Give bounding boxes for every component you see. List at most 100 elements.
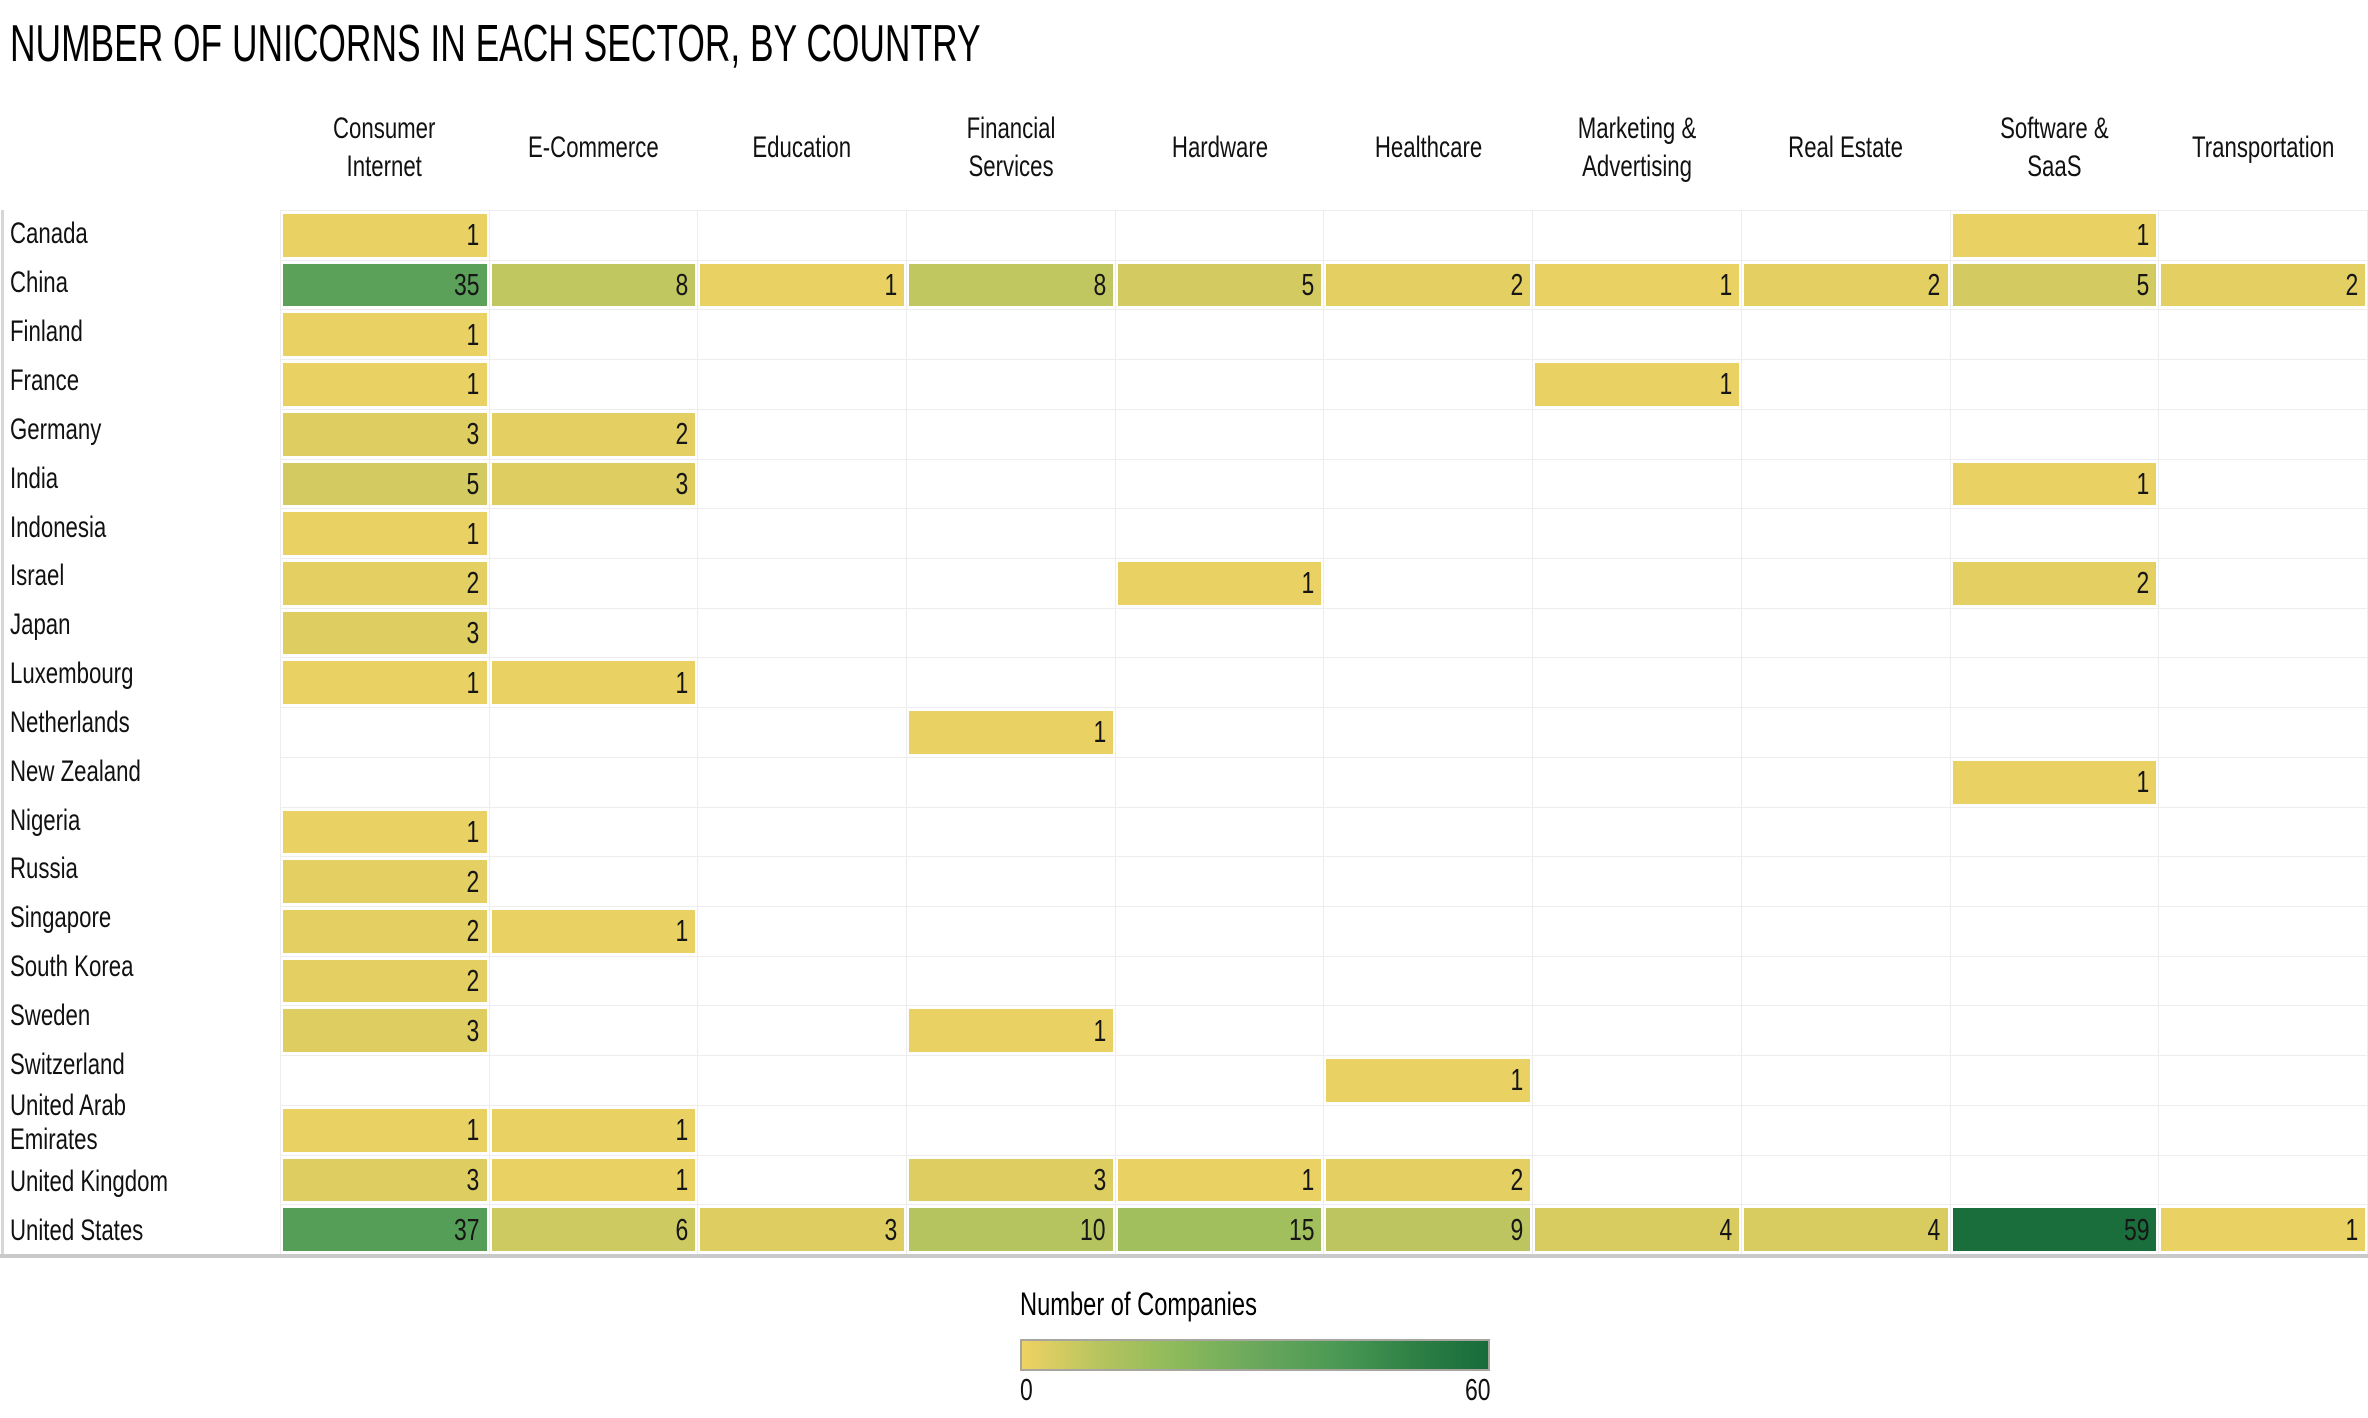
heatmap-cell-germany-e-commerce[interactable]: 2 bbox=[491, 412, 696, 456]
column-header-hardware: Hardware bbox=[1115, 95, 1324, 201]
heatmap-band: 1 bbox=[907, 708, 1116, 758]
heatmap-cell-united-states-financial-services[interactable]: 10 bbox=[909, 1208, 1113, 1251]
row-label-france: France bbox=[0, 357, 280, 406]
heatmap-band bbox=[2159, 409, 2368, 460]
heatmap-cell-china-healthcare[interactable]: 2 bbox=[1326, 263, 1531, 307]
heatmap-cell-china-education[interactable]: 1 bbox=[700, 263, 905, 307]
heatmap-cell-united-kingdom-e-commerce[interactable]: 1 bbox=[491, 1158, 696, 1202]
row-label-united-kingdom: United Kingdom bbox=[0, 1157, 280, 1206]
heatmap-cell-south-korea-consumer-internet[interactable]: 2 bbox=[283, 959, 487, 1003]
heatmap-band: 2 bbox=[1324, 260, 1534, 311]
heatmap-cell-france-consumer-internet[interactable]: 1 bbox=[283, 363, 487, 406]
heatmap-cell-nigeria-consumer-internet[interactable]: 1 bbox=[283, 810, 487, 854]
heatmap-cell-israel-software-saas[interactable]: 2 bbox=[1952, 562, 2157, 605]
heatmap-cell-new-zealand-software-saas[interactable]: 1 bbox=[1952, 760, 2157, 804]
heatmap-cell-india-software-saas[interactable]: 1 bbox=[1952, 462, 2157, 506]
heatmap-cell-luxembourg-consumer-internet[interactable]: 1 bbox=[283, 661, 487, 705]
heatmap-cell-value: 1 bbox=[466, 316, 480, 352]
heatmap-cell-singapore-e-commerce[interactable]: 1 bbox=[491, 910, 696, 953]
column-header-marketing-advertising: Marketing & Advertising bbox=[1533, 95, 1742, 201]
heatmap-cell-united-states-hardware[interactable]: 15 bbox=[1117, 1208, 1322, 1251]
row-label-text: Finland bbox=[10, 315, 83, 349]
heatmap-cell-china-marketing-advertising[interactable]: 1 bbox=[1535, 263, 1739, 307]
heatmap-cell-france-marketing-advertising[interactable]: 1 bbox=[1535, 363, 1739, 406]
heatmap-cell-canada-software-saas[interactable]: 1 bbox=[1952, 214, 2157, 257]
legend-tick-labels: 0 60 bbox=[1020, 1372, 1490, 1408]
row-label-new-zealand: New Zealand bbox=[0, 747, 280, 796]
heatmap-cell-china-software-saas[interactable]: 5 bbox=[1952, 263, 2157, 307]
heatmap-cell-united-kingdom-healthcare[interactable]: 2 bbox=[1326, 1158, 1531, 1202]
heatmap-cell-china-real-estate[interactable]: 2 bbox=[1743, 263, 1948, 307]
heatmap-cell-sweden-financial-services[interactable]: 1 bbox=[909, 1009, 1113, 1053]
heatmap-cell-singapore-consumer-internet[interactable]: 2 bbox=[283, 910, 487, 953]
heatmap-cell-value: 5 bbox=[466, 465, 480, 501]
heatmap-cell-israel-consumer-internet[interactable]: 2 bbox=[283, 562, 487, 605]
heatmap-band bbox=[1324, 360, 1534, 410]
heatmap-cell-china-e-commerce[interactable]: 8 bbox=[491, 263, 696, 307]
heatmap-cell-china-consumer-internet[interactable]: 35 bbox=[283, 263, 487, 307]
heatmap-cell-value: 3 bbox=[466, 615, 480, 651]
heatmap-band bbox=[2159, 807, 2368, 858]
heatmap-cell-sweden-consumer-internet[interactable]: 3 bbox=[283, 1009, 487, 1053]
heatmap-band bbox=[907, 907, 1116, 957]
heatmap-band: 1 bbox=[489, 1105, 699, 1156]
heatmap-cell-value: 1 bbox=[466, 217, 480, 253]
heatmap-cell-united-kingdom-consumer-internet[interactable]: 3 bbox=[283, 1158, 487, 1202]
heatmap-cell-israel-hardware[interactable]: 1 bbox=[1117, 562, 1322, 605]
heatmap-band bbox=[1950, 807, 2160, 858]
heatmap-cell-china-financial-services[interactable]: 8 bbox=[909, 263, 1113, 307]
heatmap-band: 1 bbox=[489, 1155, 699, 1206]
heatmap-cell-canada-consumer-internet[interactable]: 1 bbox=[283, 214, 487, 257]
heatmap-cell-united-states-marketing-advertising[interactable]: 4 bbox=[1535, 1208, 1739, 1251]
heatmap-band bbox=[907, 409, 1116, 460]
heatmap-cell-united-states-transportation[interactable]: 1 bbox=[2161, 1208, 2365, 1251]
heatmap-cell-united-kingdom-financial-services[interactable]: 3 bbox=[909, 1158, 1113, 1202]
heatmap-band bbox=[1741, 310, 1951, 361]
heatmap-cell-russia-consumer-internet[interactable]: 2 bbox=[283, 860, 487, 903]
heatmap-band bbox=[1115, 807, 1325, 858]
heatmap-cell-united-states-software-saas[interactable]: 59 bbox=[1952, 1208, 2157, 1251]
heatmap-band bbox=[698, 409, 908, 460]
heatmap-cell-finland-consumer-internet[interactable]: 1 bbox=[283, 313, 487, 357]
heatmap-cell-value: 2 bbox=[1510, 267, 1524, 303]
heatmap-cell-germany-consumer-internet[interactable]: 3 bbox=[283, 412, 487, 456]
heatmap-cell-united-arab-emirates-consumer-internet[interactable]: 1 bbox=[283, 1108, 487, 1152]
heatmap-cell-value: 5 bbox=[2136, 267, 2150, 303]
heatmap-cell-united-states-e-commerce[interactable]: 6 bbox=[491, 1208, 696, 1251]
row-label-china: China bbox=[0, 259, 280, 308]
heatmap-cell-luxembourg-e-commerce[interactable]: 1 bbox=[491, 661, 696, 705]
row-label-finland: Finland bbox=[0, 308, 280, 357]
row-label-text: Singapore bbox=[10, 901, 112, 935]
row-label-united-arab-emirates: United Arab Emirates bbox=[0, 1089, 280, 1157]
heatmap-band bbox=[698, 1056, 908, 1106]
heatmap-band bbox=[1741, 608, 1951, 659]
row-label-text: France bbox=[10, 363, 80, 397]
heatmap-cell-china-hardware[interactable]: 5 bbox=[1117, 263, 1322, 307]
heatmap-cell-switzerland-healthcare[interactable]: 1 bbox=[1326, 1059, 1531, 1102]
heatmap-band bbox=[1324, 559, 1534, 609]
heatmap-cell-india-e-commerce[interactable]: 3 bbox=[491, 462, 696, 506]
heatmap-cell-india-consumer-internet[interactable]: 5 bbox=[283, 462, 487, 506]
heatmap-band: 9 bbox=[1324, 1205, 1534, 1255]
heatmap-cell-china-transportation[interactable]: 2 bbox=[2161, 263, 2365, 307]
heatmap-band bbox=[2159, 310, 2368, 361]
heatmap-cell-value: 1 bbox=[1719, 366, 1732, 402]
heatmap-cell-united-states-healthcare[interactable]: 9 bbox=[1326, 1208, 1531, 1251]
heatmap-band: 1 bbox=[489, 907, 699, 957]
heatmap-cell-united-arab-emirates-e-commerce[interactable]: 1 bbox=[491, 1108, 696, 1152]
heatmap-cell-netherlands-financial-services[interactable]: 1 bbox=[909, 711, 1113, 754]
heatmap-cell-indonesia-consumer-internet[interactable]: 1 bbox=[283, 512, 487, 555]
heatmap-cell-united-states-consumer-internet[interactable]: 37 bbox=[283, 1208, 487, 1251]
row-labels: Canada China Finland France Germany India Indo… bbox=[0, 210, 280, 1255]
row-label-text: Germany bbox=[10, 412, 102, 446]
heatmap-cell-united-states-real-estate[interactable]: 4 bbox=[1743, 1208, 1948, 1251]
heatmap-cell-japan-consumer-internet[interactable]: 3 bbox=[283, 611, 487, 655]
heatmap-cell-united-states-education[interactable]: 3 bbox=[700, 1208, 905, 1251]
heatmap-band: 8 bbox=[489, 260, 699, 311]
heatmap-cell-value: 2 bbox=[2136, 565, 2150, 601]
heatmap-cell-united-kingdom-hardware[interactable]: 1 bbox=[1117, 1158, 1322, 1202]
heatmap-band bbox=[1741, 1006, 1951, 1057]
column-header-real-estate: Real Estate bbox=[1742, 95, 1951, 201]
heatmap-band bbox=[1950, 1006, 2160, 1057]
row-label-text: Japan bbox=[10, 608, 71, 642]
